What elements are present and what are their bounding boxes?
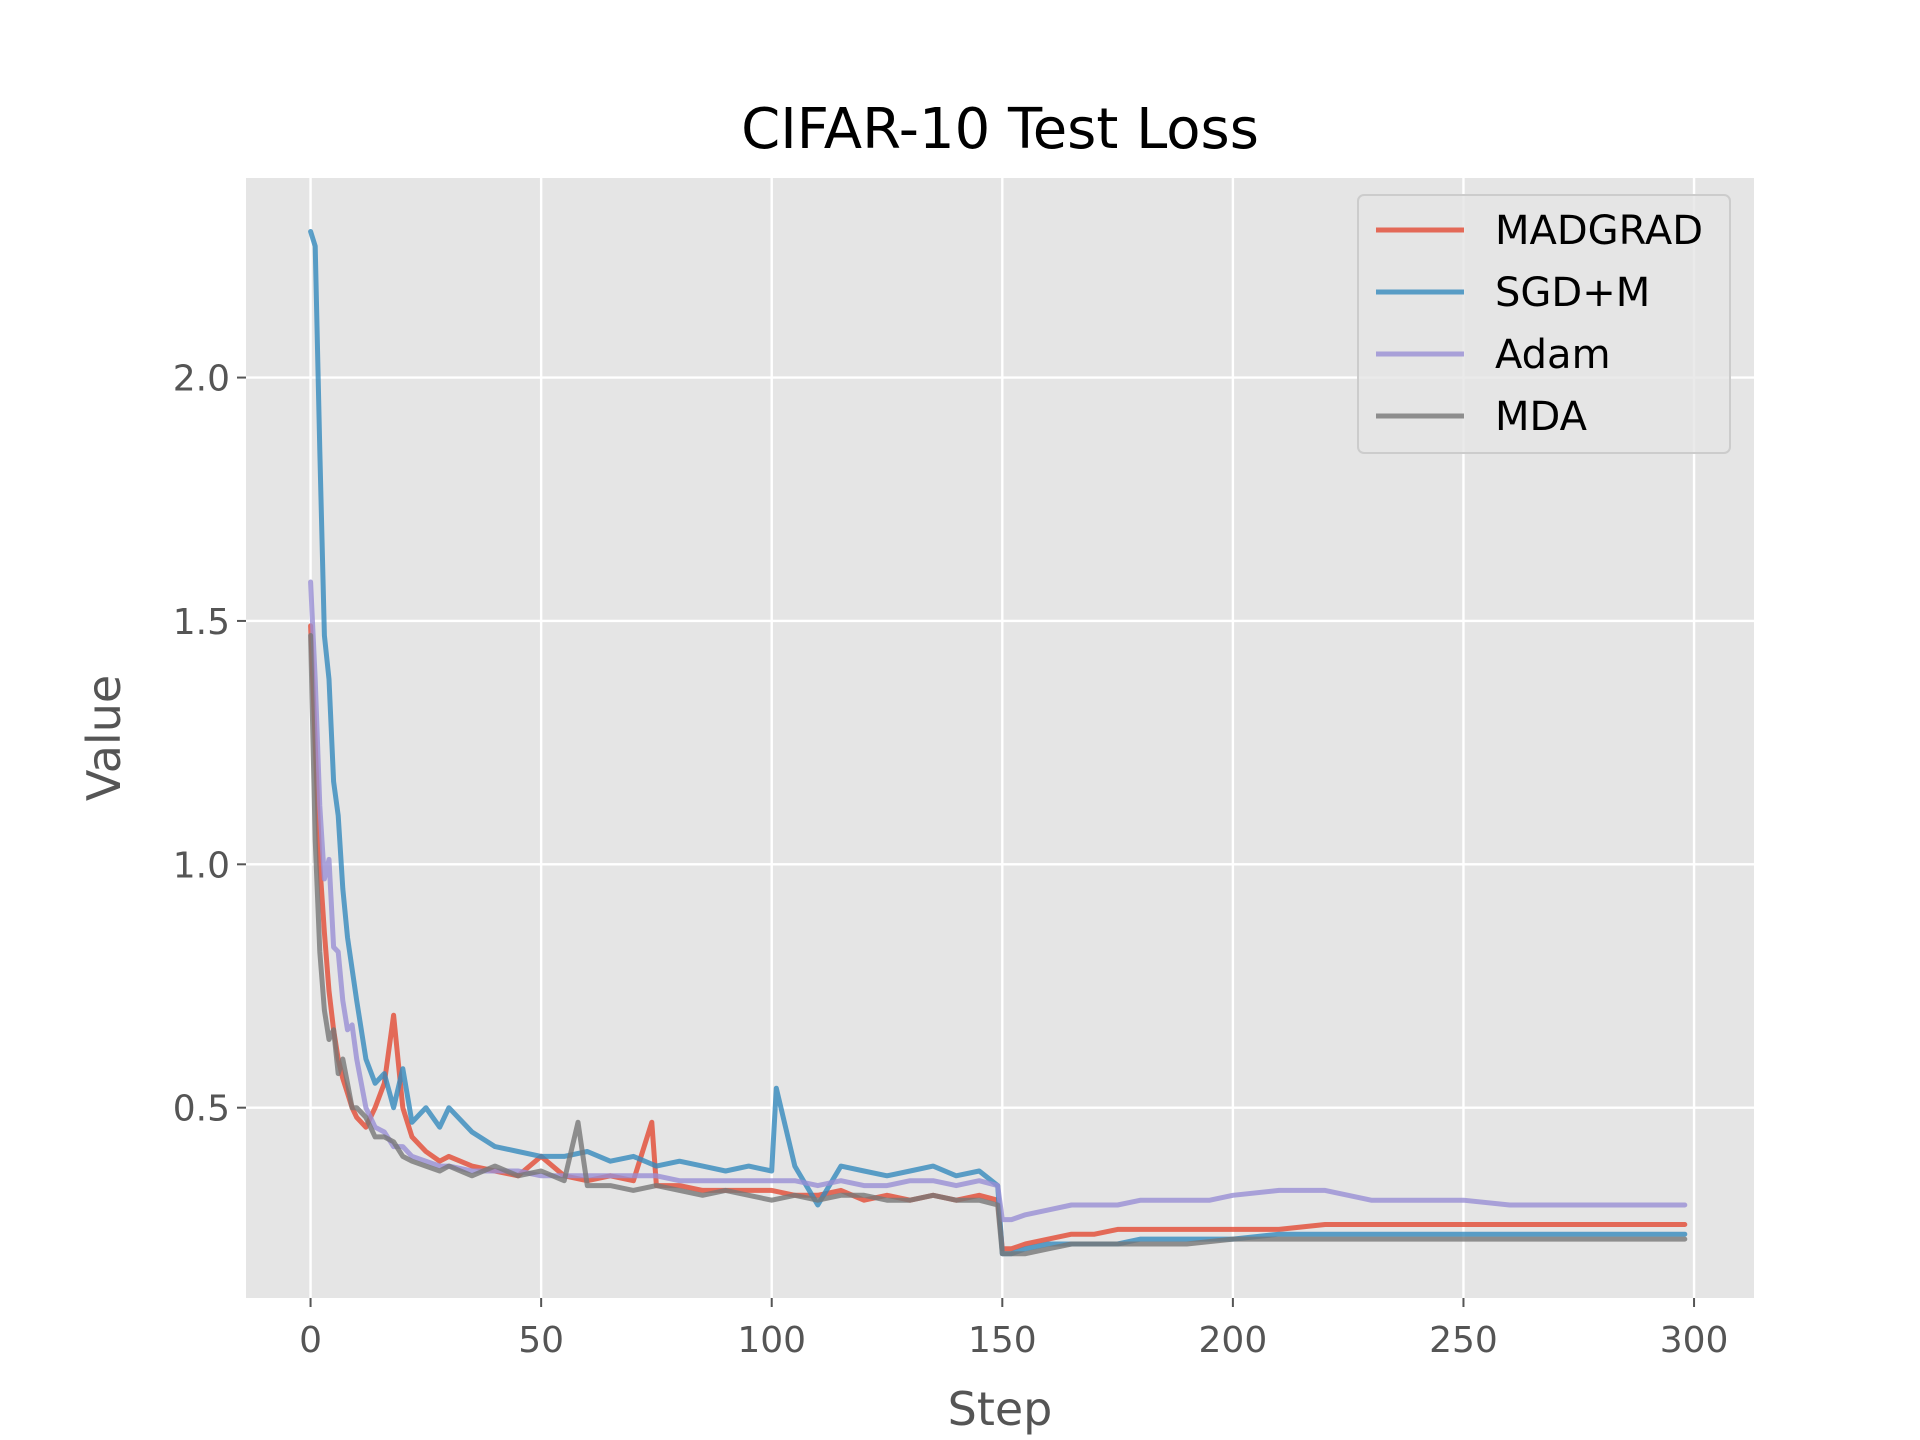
x-axis-label: Step	[948, 1382, 1053, 1436]
legend-label: MDA	[1495, 394, 1588, 440]
x-tick-label: 300	[1660, 1320, 1729, 1361]
legend-label: SGD+M	[1495, 270, 1650, 316]
x-tick-label: 50	[518, 1320, 564, 1361]
x-tick-label: 200	[1199, 1320, 1268, 1361]
chart-title: CIFAR-10 Test Loss	[741, 97, 1259, 162]
legend-label: Adam	[1495, 332, 1611, 378]
x-tick-label: 150	[968, 1320, 1037, 1361]
legend-label: MADGRAD	[1495, 208, 1703, 254]
y-tick-label: 0.5	[173, 1089, 230, 1130]
y-tick-label: 2.0	[173, 359, 230, 400]
x-tick-label: 0	[299, 1320, 322, 1361]
series-line-mda	[308, 633, 1688, 1257]
x-tick-label: 250	[1429, 1320, 1498, 1361]
x-tick-label: 100	[737, 1320, 806, 1361]
y-tick-label: 1.0	[173, 845, 230, 886]
series-line-madgrad	[308, 623, 1688, 1252]
y-axis-label: Value	[77, 675, 131, 801]
axis-ticks: 0 50 100 150 200 250 300 0.5 1.0 1.5 2.0	[173, 359, 1729, 1361]
legend: MADGRAD SGD+M Adam MDA	[1357, 194, 1731, 454]
series-line-adam	[308, 579, 1688, 1223]
series-lines	[308, 229, 1688, 1257]
y-tick-label: 1.5	[173, 602, 230, 643]
legend-box	[1357, 194, 1731, 454]
